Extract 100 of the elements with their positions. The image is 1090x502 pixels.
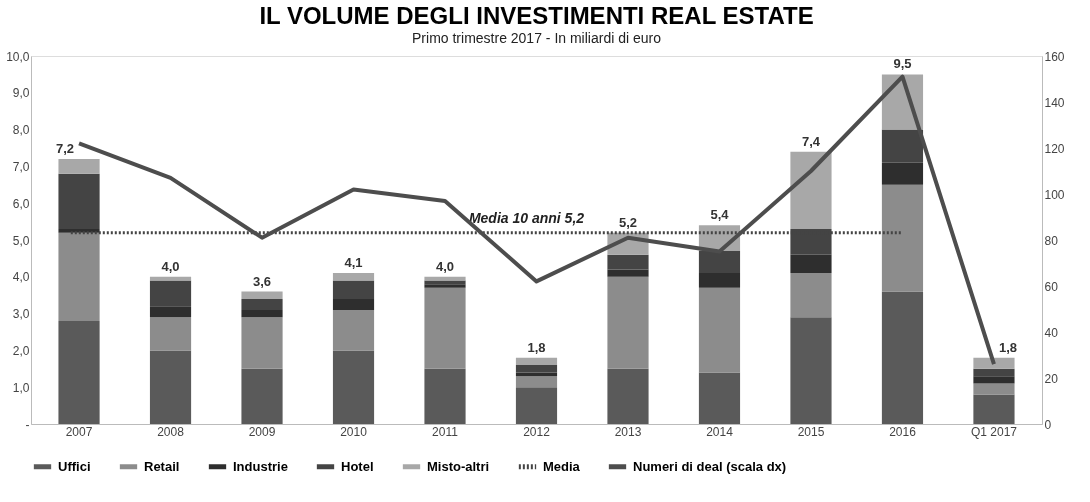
y-tick-label: 2,0: [12, 343, 30, 358]
bar: [515, 365, 558, 373]
x-tick-label: 2015: [797, 424, 825, 439]
x-tick-label: 2014: [706, 424, 734, 439]
x-tick-label: 2010: [340, 424, 368, 439]
y2-tick-label: 0: [1044, 417, 1052, 432]
total-label: 4,0: [435, 258, 455, 274]
bar: [973, 383, 1015, 395]
bar: [973, 368, 1015, 377]
bar: [332, 350, 375, 424]
x-tick-label: 2013: [614, 424, 642, 439]
bar: [607, 269, 649, 277]
legend-label: Retail: [144, 458, 180, 474]
legend-label: Numeri di deal (scala dx): [633, 458, 787, 474]
bar: [607, 368, 649, 424]
bar: [973, 376, 1015, 384]
annotation: Media 10 anni 5,2: [468, 209, 585, 226]
bar: [241, 368, 283, 424]
bar: [515, 376, 558, 388]
bar: [332, 273, 375, 281]
bar: [58, 159, 100, 174]
bar: [607, 276, 649, 369]
y2-tick-label: 80: [1044, 233, 1059, 248]
total-label: 1,8: [527, 339, 546, 355]
y-tick-label: 8,0: [12, 123, 30, 138]
total-label: 4,0: [161, 258, 180, 274]
x-tick-label: 2009: [248, 424, 276, 439]
x-tick-label: Q1 2017: [970, 424, 1018, 439]
legend-label: Misto-altri: [427, 458, 490, 474]
legend-label: Uffici: [58, 458, 91, 474]
x-tick-label: 2016: [889, 424, 917, 439]
x-tick-label: 2011: [432, 424, 459, 439]
total-label: 7,4: [801, 133, 821, 149]
bar: [424, 284, 466, 288]
bar: [973, 357, 1015, 369]
bar: [241, 298, 283, 310]
y-tick-label: -: [25, 417, 30, 432]
chart-subtitle: Primo trimestre 2017 - In miliardi di euro: [412, 30, 662, 46]
y-tick-label: 1,0: [12, 380, 30, 395]
bar: [698, 372, 741, 424]
bar: [881, 184, 924, 292]
total-label: 3,6: [252, 273, 272, 289]
bar: [698, 287, 741, 373]
y2-tick-label: 120: [1044, 141, 1065, 156]
total-label: 5,2: [618, 214, 638, 230]
bar: [241, 291, 283, 299]
total-label: 1,8: [998, 339, 1018, 355]
x-tick-label: 2007: [65, 424, 93, 439]
x-tick-label: 2012: [523, 424, 551, 439]
y-tick-label: 3,0: [12, 307, 30, 322]
bar: [790, 254, 832, 274]
y2-tick-label: 40: [1044, 325, 1059, 340]
total-label: 9,5: [893, 56, 912, 72]
bar: [241, 309, 283, 318]
y2-tick-label: 20: [1044, 371, 1059, 386]
bar: [424, 280, 466, 285]
legend-label: Industrie: [233, 458, 288, 474]
bar: [149, 280, 192, 307]
legend-label: Hotel: [341, 458, 374, 474]
y-tick-label: 6,0: [12, 196, 30, 211]
total-label: 5,4: [710, 207, 730, 223]
bar: [241, 317, 283, 369]
bar: [790, 151, 832, 229]
y-tick-label: 10,0: [6, 49, 30, 64]
x-tick-label: 2008: [157, 424, 185, 439]
bar: [332, 280, 375, 299]
bar: [58, 320, 100, 424]
bar: [881, 162, 924, 185]
y-tick-label: 7,0: [12, 159, 30, 174]
bar: [424, 368, 466, 424]
y2-tick-label: 100: [1044, 187, 1065, 202]
y-tick-label: 5,0: [12, 233, 30, 248]
y2-tick-label: 160: [1044, 49, 1065, 64]
bar: [973, 394, 1015, 424]
bar: [881, 129, 924, 163]
bar: [58, 232, 100, 321]
bar: [698, 273, 741, 288]
bar: [515, 372, 558, 377]
bar: [515, 357, 558, 366]
y-tick-label: 4,0: [12, 270, 30, 285]
bar: [149, 350, 192, 424]
bar: [332, 309, 375, 351]
bar: [424, 287, 466, 369]
bar: [790, 317, 832, 424]
total-label: 7,2: [55, 141, 75, 157]
bar: [607, 254, 649, 270]
chart-title: IL VOLUME DEGLI INVESTIMENTI REAL ESTATE: [259, 2, 814, 29]
bar: [881, 291, 924, 424]
bar: [58, 173, 100, 229]
bar: [149, 317, 192, 351]
y-tick-label: 9,0: [12, 86, 30, 101]
bar: [332, 298, 375, 310]
bar: [149, 306, 192, 318]
y2-tick-label: 140: [1044, 95, 1065, 110]
bar: [698, 251, 741, 274]
y2-tick-label: 60: [1044, 279, 1059, 294]
bar: [515, 387, 558, 424]
bar: [790, 273, 832, 318]
legend-label: Media: [543, 458, 581, 474]
total-label: 4,1: [344, 255, 363, 271]
